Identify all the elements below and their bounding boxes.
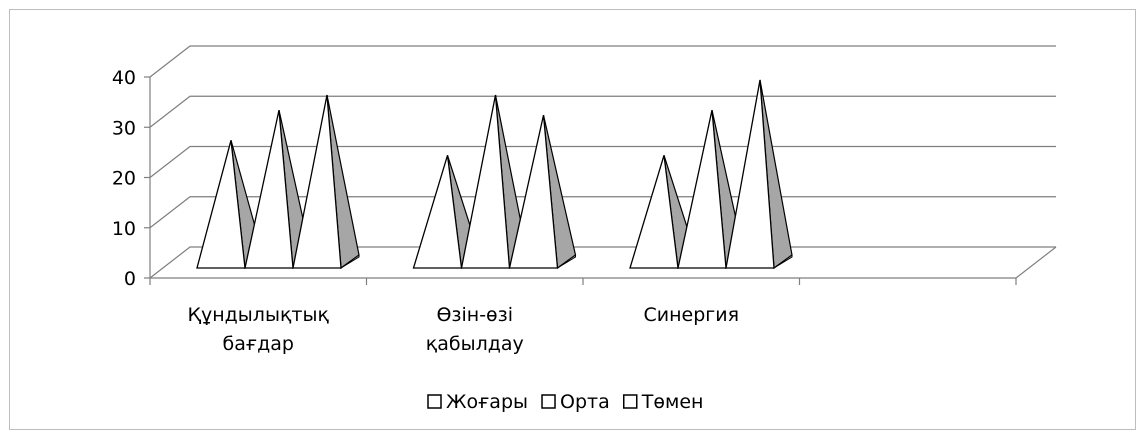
pyramid-front-face bbox=[508, 115, 559, 269]
category-label: Синергия bbox=[643, 304, 739, 326]
pyramid-bar bbox=[292, 94, 360, 270]
category-labels: Құндылықтық бағдар Өзін-өзі қабылдау Синерги… bbox=[188, 304, 740, 355]
gridline bbox=[149, 45, 1056, 78]
y-tick-label: 0 bbox=[124, 268, 136, 290]
category-label: Өзін-өзі қабылдау bbox=[426, 304, 524, 355]
gridline bbox=[149, 95, 1056, 128]
pyramid-front-face bbox=[629, 155, 679, 269]
legend: Жоғары Орта Төмен bbox=[427, 391, 704, 413]
pyramid-bevel bbox=[773, 254, 793, 269]
y-tick-labels: 0 10 20 30 40 bbox=[112, 67, 136, 290]
axis-layer bbox=[144, 76, 1017, 285]
pyramid-front-face bbox=[460, 94, 511, 269]
chart-frame bbox=[9, 9, 1136, 430]
y-tick-label: 10 bbox=[112, 218, 136, 240]
pyramid-bar bbox=[725, 79, 793, 270]
pyramid-front-face bbox=[196, 140, 246, 269]
y-tick-label: 20 bbox=[112, 168, 136, 190]
legend-swatch bbox=[541, 394, 556, 409]
pyramid-front-face bbox=[677, 109, 727, 269]
category-label: Құндылықтық бағдар bbox=[188, 304, 330, 355]
pyramid-front-face bbox=[292, 94, 342, 269]
legend-label: Орта bbox=[560, 391, 610, 413]
pyramid-bevel bbox=[557, 254, 576, 269]
pyramid-front-face bbox=[244, 109, 294, 269]
legend-item: Орта bbox=[541, 391, 610, 413]
legend-label: Төмен bbox=[641, 391, 704, 413]
bars-layer bbox=[196, 79, 793, 270]
pyramid-bar bbox=[508, 115, 577, 270]
pyramid-bevel bbox=[340, 254, 360, 269]
pyramid-front-face bbox=[412, 155, 463, 269]
legend-label: Жоғары bbox=[446, 391, 528, 413]
pyramid-front-face bbox=[725, 79, 775, 269]
legend-swatch bbox=[623, 394, 638, 409]
legend-item: Жоғары bbox=[427, 391, 528, 413]
legend-item: Төмен bbox=[623, 391, 704, 413]
floor-edge bbox=[1015, 246, 1057, 279]
y-tick-label: 40 bbox=[112, 67, 136, 89]
y-tick-label: 30 bbox=[112, 117, 136, 139]
legend-swatch bbox=[427, 394, 442, 409]
